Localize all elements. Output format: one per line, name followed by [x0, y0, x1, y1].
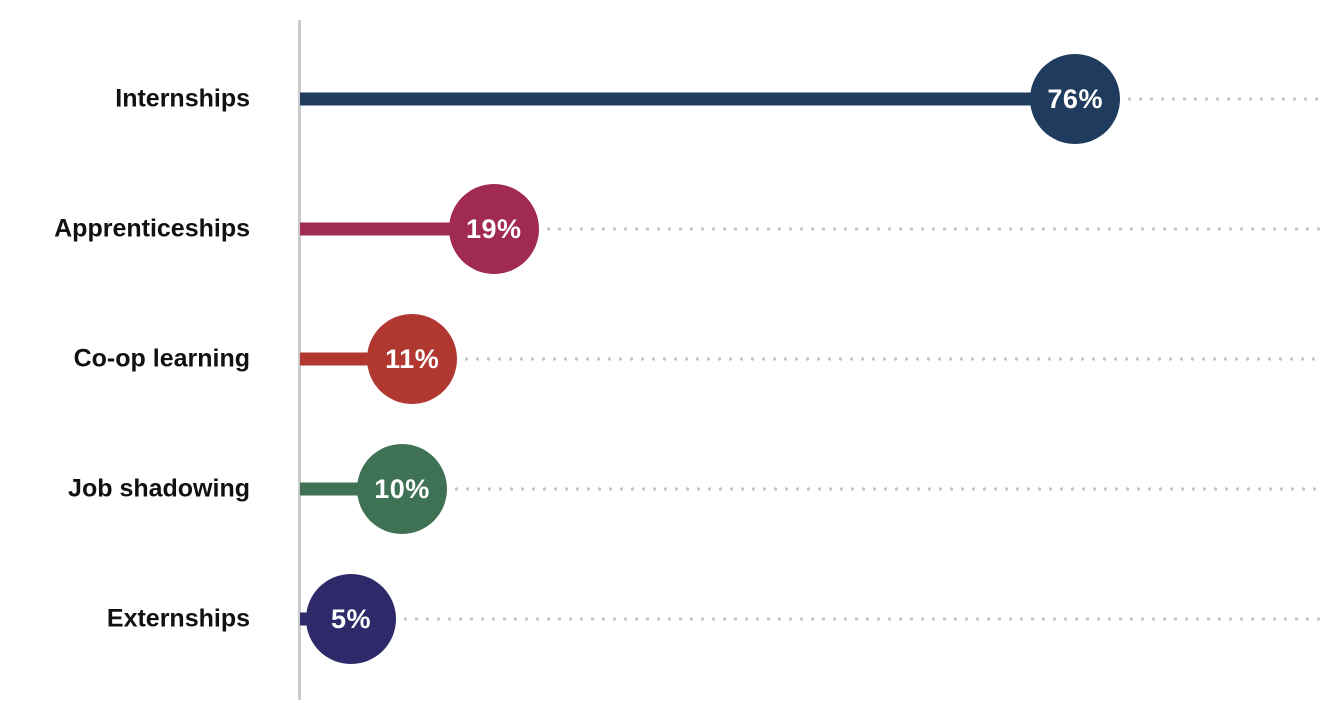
lollipop-circle: 11%	[367, 314, 458, 404]
lollipop-stick	[300, 92, 1076, 106]
dotted-leader-line	[455, 487, 1320, 491]
lollipop-circle: 19%	[448, 184, 539, 274]
lollipop-stick	[300, 222, 494, 236]
category-label: Internships	[115, 84, 250, 113]
value-label: 11%	[385, 343, 440, 374]
category-label: Co-op learning	[73, 344, 250, 373]
value-label: 5%	[330, 603, 372, 634]
lollipop-circle: 5%	[306, 574, 396, 664]
category-label: Job shadowing	[68, 474, 250, 503]
category-label: Apprenticeships	[54, 214, 250, 243]
y-axis-line	[298, 20, 301, 700]
value-label: 19%	[466, 213, 522, 244]
value-label: 76%	[1047, 83, 1103, 114]
dotted-leader-line	[1128, 97, 1320, 101]
dotted-leader-line	[465, 357, 1320, 361]
lollipop-circle: 76%	[1030, 54, 1121, 144]
lollipop-circle: 10%	[357, 444, 447, 534]
category-label: Externships	[106, 604, 250, 633]
dotted-leader-line	[546, 227, 1320, 231]
dotted-leader-line	[404, 617, 1320, 621]
value-label: 10%	[374, 473, 430, 504]
